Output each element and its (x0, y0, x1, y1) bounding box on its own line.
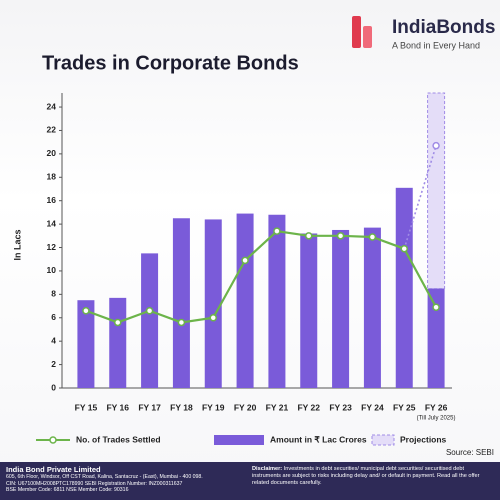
y-tick-label: 22 (47, 125, 57, 135)
x-tick-label: FY 21 (266, 402, 289, 412)
x-tick-label: FY 18 (170, 402, 193, 412)
x-tick-label: FY 17 (138, 402, 161, 412)
footer: India Bond Private Limited 605, 6th Floo… (0, 462, 500, 500)
bar (268, 214, 286, 388)
address: 605, 6th Floor, Windsor, Off CST Road, K… (6, 474, 203, 480)
bar (172, 218, 190, 388)
y-tick-label: 12 (47, 242, 57, 252)
point (114, 318, 122, 327)
legend-swatch (214, 435, 264, 445)
legend-swatch (371, 434, 395, 446)
disclaimer-text: Investments in debt securities/ municipa… (252, 466, 480, 486)
bar (427, 288, 445, 388)
logo-icon (352, 16, 361, 48)
y-axis-label: In Lacs (12, 229, 22, 260)
bar (363, 227, 381, 388)
bar (141, 253, 159, 388)
point (145, 306, 154, 315)
point (82, 306, 90, 315)
point (432, 141, 440, 150)
x-tick-label: FY 26 (425, 402, 448, 412)
member-codes: BSE Member Code: 6811 NSE Member Code: 9… (6, 487, 129, 494)
y-tick-label: 6 (51, 312, 56, 322)
bar (395, 187, 413, 388)
x-tick-label: FY 24 (361, 402, 384, 412)
x-tick-label: FY 16 (106, 402, 129, 412)
x-tick-label: FY 22 (297, 402, 320, 412)
y-tick-label: 18 (47, 172, 57, 182)
y-tick-label: 0 (51, 382, 56, 392)
point (400, 244, 408, 253)
projection-bar (427, 92, 446, 289)
point (336, 232, 345, 240)
point (177, 318, 186, 327)
x-tick-label: FY 25 (393, 402, 416, 412)
chart: IndiaBonds A Bond in Every Hand Trades i… (12, 16, 495, 457)
legend-label: Projections (400, 434, 447, 444)
x-tick-label: FY 23 (329, 402, 352, 412)
company-info: India Bond Private Limited 605, 6th Floo… (0, 462, 242, 500)
bar (332, 229, 350, 388)
point (305, 232, 313, 240)
point (432, 303, 440, 311)
y-tick-label: 14 (47, 218, 57, 228)
y-tick-label: 16 (47, 195, 57, 205)
point (273, 227, 281, 235)
legend-label: Amount in ₹ Lac Crores (270, 434, 367, 444)
y-tick-label: 2 (51, 359, 56, 369)
series-line (85, 229, 438, 324)
company-name: India Bond Private Limited (6, 465, 101, 474)
point (209, 314, 217, 322)
y-tick-label: 10 (47, 265, 57, 275)
chart-title: Trades in Corporate Bonds (42, 52, 299, 74)
bar (236, 213, 254, 388)
bar (77, 300, 95, 388)
legend-swatch (49, 436, 57, 444)
brand-name: IndiaBonds (392, 17, 495, 38)
registration: CIN: U67100MH2008PTC178990 SEBI Registra… (6, 480, 183, 487)
source: Source: SEBI (446, 448, 494, 457)
y-tick-label: 20 (47, 148, 57, 158)
point (241, 256, 249, 265)
brand-tagline: A Bond in Every Hand (392, 40, 480, 50)
y-tick-label: 8 (51, 289, 56, 299)
y-tick-label: 4 (51, 335, 56, 345)
bar (300, 233, 318, 388)
x-tick-label: FY 19 (202, 402, 225, 412)
disclaimer: Disclaimer: Investments in debt securiti… (242, 462, 500, 500)
legend-label: No. of Trades Settled (76, 434, 161, 444)
x-tick-label: FY 15 (75, 402, 98, 412)
y-tick-label: 24 (47, 101, 57, 111)
bar (109, 297, 127, 388)
bar (204, 219, 222, 388)
disclaimer-label: Disclaimer: (252, 466, 283, 472)
logo-icon (363, 26, 372, 48)
point (368, 233, 377, 241)
x-tick-label: FY 20 (234, 402, 257, 412)
category-note: (Till July 2025) (417, 416, 456, 422)
